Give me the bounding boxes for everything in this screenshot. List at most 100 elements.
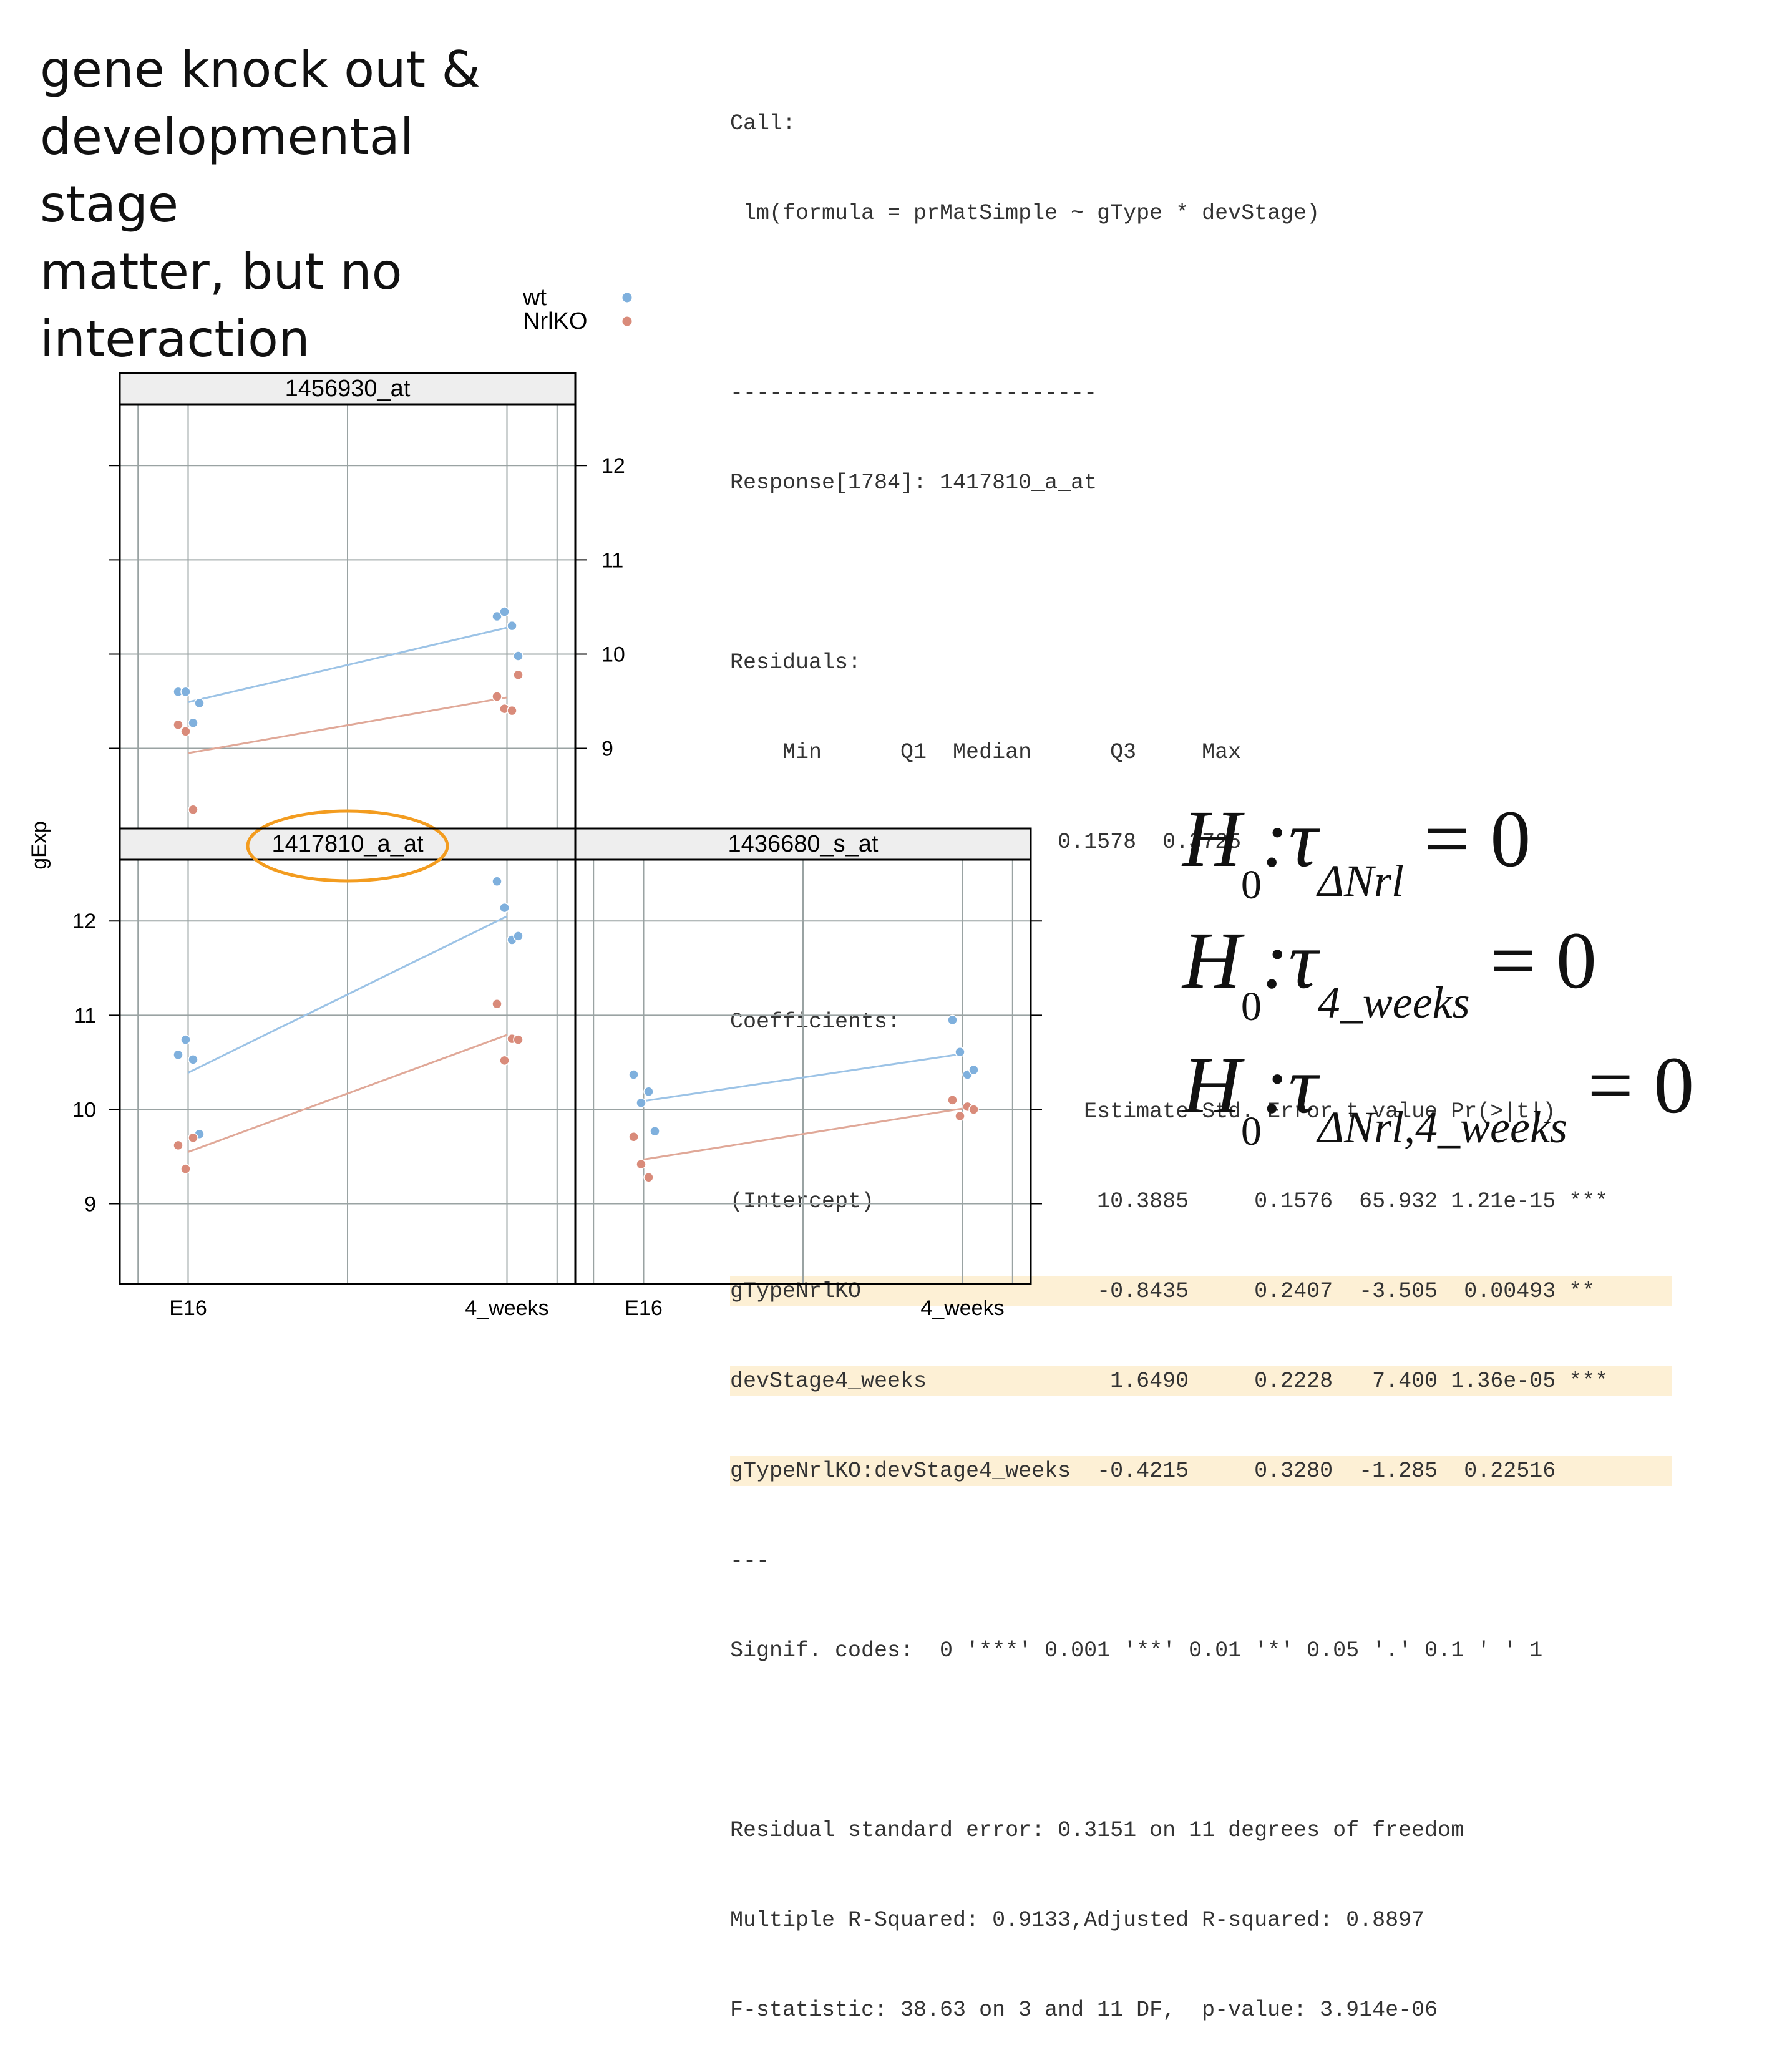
data-point-wt (499, 902, 510, 913)
data-point-NrlKO (173, 719, 183, 731)
output-line-highlighted: gTypeNrlKO -0.8435 0.2407 -3.505 0.00493… (730, 1276, 1672, 1306)
strip (119, 372, 577, 406)
lattice-chart: 1456930_at 1417810_a_at 1436680_s_at 9 10 11 1… (27, 284, 1042, 1320)
output-line: Min Q1 Median Q3 Max (730, 740, 1242, 765)
tick-label-x: E16 (625, 1296, 663, 1320)
hypothesis-3: H0:τΔNrl,4_weeks = 0 (1182, 1039, 1695, 1154)
output-line: --- (730, 1548, 770, 1573)
y-axis-title: gExp (27, 821, 51, 870)
tick-label-y: 10 (72, 1098, 96, 1122)
data-point-NrlKO (955, 1110, 965, 1122)
data-point-NrlKO (628, 1132, 639, 1142)
output-line: Estimate Std. Error t value Pr(>|t|) (730, 1099, 1556, 1124)
output-line: F-statistic: 38.63 on 3 and 11 DF, p-val… (730, 1998, 1438, 2023)
hyp-H: H (1182, 794, 1241, 884)
tick-label-x: 4_weeks (920, 1296, 1004, 1320)
tick-label-y: 12 (72, 910, 96, 933)
mean-line-wt (188, 626, 507, 703)
data-point-NrlKO (499, 1055, 510, 1066)
data-point-wt (194, 697, 205, 709)
legend-label-wt: wt (522, 284, 547, 311)
hyp-sub0: 0 (1240, 862, 1262, 908)
output-line: Multiple R-Squared: 0.9133,Adjusted R-sq… (730, 1908, 1425, 1933)
data-point-NrlKO (513, 669, 523, 680)
strip (119, 827, 577, 861)
legend-label-NrlKO: NrlKO (523, 308, 587, 334)
panel-strip-label: 1456930_at (285, 376, 411, 402)
data-point-wt (492, 611, 502, 622)
hyp-H: H (1182, 916, 1241, 1006)
panel-strip-label: 1436680_s_at (728, 831, 879, 857)
title-line: matter, but no (40, 243, 402, 301)
data-point-wt (628, 1069, 639, 1080)
data-point-wt (180, 686, 191, 697)
output-line: (Intercept) 10.3885 0.1576 65.932 1.21e-… (730, 1189, 1609, 1214)
mean-line-NrlKO (187, 1034, 508, 1153)
data-point-NrlKO (643, 1172, 654, 1183)
output-line: Residual standard error: 0.3151 on 11 de… (730, 1818, 1464, 1843)
tick-label-y: 11 (601, 548, 623, 572)
tick-label-y: 11 (74, 1004, 96, 1028)
mean-line-NrlKO (188, 696, 507, 754)
hyp-tau: :τ (1261, 1041, 1318, 1130)
tick-label-x: 4_weeks (465, 1296, 548, 1320)
data-point-NrlKO (513, 1034, 523, 1045)
mean-line-wt (187, 915, 508, 1074)
data-point-wt (173, 1049, 183, 1061)
data-point-NrlKO (636, 1159, 646, 1170)
hyp-rest: = 0 (1469, 916, 1597, 1006)
title-line: interaction (40, 310, 310, 368)
output-line-highlighted: gTypeNrlKO:devStage4_weeks -0.4215 0.328… (730, 1456, 1672, 1486)
panel-1436680_s_at: 1436680_s_at (574, 827, 1032, 1285)
hypothesis-1: H0:τΔNrl = 0 (1182, 792, 1531, 908)
data-point-wt (180, 1034, 191, 1045)
hyp-subscript: ΔNrl (1317, 856, 1405, 906)
data-point-NrlKO (968, 1104, 979, 1115)
title-line: gene knock out & (40, 41, 480, 99)
data-point-wt (513, 931, 523, 941)
hyp-sub0: 0 (1240, 984, 1262, 1029)
data-point-wt (968, 1064, 979, 1076)
panel-strip-label: 1417810_a_at (271, 831, 423, 857)
hyp-subscript: 4_weeks (1317, 978, 1470, 1028)
legend-dot-wt (622, 293, 632, 303)
title-line: developmental stage (40, 108, 414, 233)
data-point-NrlKO (188, 1132, 198, 1144)
data-point-NrlKO (180, 726, 191, 737)
tick-label-y: 9 (84, 1193, 96, 1217)
hypothesis-2: H0:τ4_weeks = 0 (1182, 914, 1597, 1029)
data-point-wt (643, 1086, 654, 1097)
panel-1456930_at: 1456930_at (119, 372, 577, 830)
hyp-tau: :τ (1261, 916, 1318, 1006)
tick-label-y: 10 (601, 643, 625, 666)
legend-dot-NrlKO (622, 316, 632, 326)
output-line: Signif. codes: 0 '***' 0.001 '**' 0.01 '… (730, 1638, 1543, 1663)
data-point-NrlKO (947, 1095, 958, 1105)
tick-label-y: 12 (601, 454, 625, 478)
output-line: ---------------------------- (730, 381, 1098, 406)
tick-label-y: 9 (601, 737, 613, 761)
slide-title: gene knock out & developmental stage mat… (40, 36, 552, 373)
strip (574, 827, 1032, 861)
hyp-rest: = 0 (1404, 794, 1531, 884)
data-point-NrlKO (492, 998, 502, 1009)
data-point-wt (955, 1047, 965, 1057)
data-point-NrlKO (507, 705, 517, 716)
output-line: lm(formula = prMatSimple ~ gType * devSt… (730, 201, 1320, 226)
mean-line-wt (643, 1052, 963, 1102)
data-point-wt (947, 1014, 958, 1026)
hyp-tau: :τ (1261, 794, 1318, 884)
data-point-wt (499, 606, 510, 617)
panel-1417810_a_at: 1417810_a_at (119, 809, 577, 1285)
hyp-sub0: 0 (1240, 1109, 1262, 1154)
data-point-NrlKO (188, 804, 198, 815)
hyp-subscript: ΔNrl,4_weeks (1317, 1102, 1567, 1152)
output-line: Coefficients: (730, 1009, 901, 1034)
output-line: Call: (730, 111, 796, 136)
data-point-NrlKO (492, 691, 502, 702)
mean-line-NrlKO (643, 1107, 963, 1161)
data-point-wt (188, 1054, 198, 1065)
hyp-H: H (1182, 1041, 1241, 1130)
output-line-highlighted: devStage4_weeks 1.6490 0.2228 7.400 1.36… (730, 1366, 1672, 1396)
hyp-rest: = 0 (1567, 1041, 1695, 1130)
